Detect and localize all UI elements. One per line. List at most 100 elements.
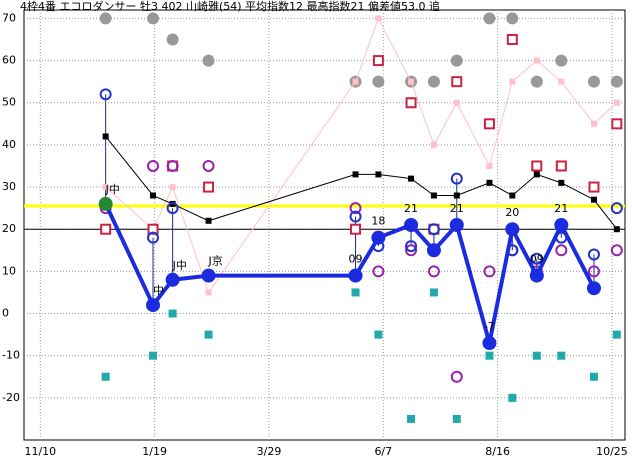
hollow-circle bbox=[427, 223, 440, 236]
race-point bbox=[146, 298, 161, 313]
hollow-square bbox=[203, 181, 215, 193]
point bbox=[375, 15, 382, 22]
plot-frame bbox=[23, 9, 626, 441]
point bbox=[533, 171, 540, 178]
race-point bbox=[426, 243, 441, 258]
point bbox=[453, 192, 460, 199]
y-tick-label: 30 bbox=[2, 180, 16, 193]
hollow-square bbox=[483, 118, 495, 130]
hollow-square bbox=[611, 118, 623, 130]
race-point bbox=[98, 196, 113, 211]
hollow-circle bbox=[610, 244, 623, 257]
point bbox=[558, 78, 565, 85]
y-tick-label: 70 bbox=[2, 11, 16, 24]
point bbox=[533, 57, 540, 64]
x-tick-label: 1/19 bbox=[142, 445, 167, 458]
value-label: 09 bbox=[349, 253, 363, 266]
gray-dot bbox=[555, 54, 568, 67]
race-point bbox=[529, 268, 544, 283]
hollow-square bbox=[100, 223, 112, 235]
hollow-circle bbox=[555, 244, 568, 257]
race-point bbox=[348, 268, 363, 283]
y-tick-label: -10 bbox=[2, 349, 20, 362]
point bbox=[558, 179, 565, 186]
hollow-circle bbox=[147, 159, 160, 172]
hollow-circle bbox=[405, 244, 418, 257]
point bbox=[205, 217, 212, 224]
hollow-square bbox=[506, 34, 518, 46]
hollow-circle bbox=[587, 248, 600, 261]
hollow-circle bbox=[349, 202, 362, 215]
chart-title: 4枠4番 エコロダンサー 牡3 402 山崎雅(54) 平均指数12 最高指数2… bbox=[20, 0, 440, 13]
x-tick-label: 11/10 bbox=[24, 445, 56, 458]
square bbox=[101, 372, 110, 381]
point bbox=[102, 184, 109, 191]
point bbox=[430, 141, 437, 148]
x-tick-label: 8/16 bbox=[485, 445, 510, 458]
gray-dot bbox=[506, 12, 519, 25]
point bbox=[430, 192, 437, 199]
square bbox=[204, 330, 213, 339]
y-tick-label: 0 bbox=[2, 307, 9, 320]
square bbox=[168, 309, 177, 318]
point bbox=[408, 78, 415, 85]
y-tick-label: 50 bbox=[2, 96, 16, 109]
race-point bbox=[201, 268, 216, 283]
hollow-circle bbox=[450, 370, 463, 383]
race-point bbox=[165, 272, 180, 287]
note-label: J京 bbox=[208, 254, 223, 268]
hollow-square bbox=[405, 97, 417, 109]
hollow-circle bbox=[372, 265, 385, 278]
race-point bbox=[586, 281, 601, 296]
hollow-circle bbox=[483, 265, 496, 278]
hollow-circle bbox=[349, 210, 362, 223]
point bbox=[590, 120, 597, 127]
gray-dot bbox=[587, 75, 600, 88]
point bbox=[205, 289, 212, 296]
hollow-circle bbox=[147, 231, 160, 244]
value-label: 18 bbox=[371, 215, 385, 228]
value-label: 21 bbox=[554, 202, 568, 215]
hollow-square bbox=[531, 160, 543, 172]
gray-dot bbox=[427, 75, 440, 88]
value-label: -7 bbox=[484, 320, 495, 333]
hollow-square bbox=[372, 55, 384, 67]
point bbox=[453, 99, 460, 106]
square bbox=[508, 393, 517, 402]
note-label: J中 bbox=[172, 259, 187, 272]
point bbox=[590, 196, 597, 203]
point bbox=[509, 192, 516, 199]
gray-dot bbox=[99, 12, 112, 25]
square bbox=[452, 414, 461, 423]
race-point bbox=[554, 218, 569, 232]
point bbox=[613, 99, 620, 106]
square bbox=[374, 330, 383, 339]
hollow-square bbox=[147, 223, 159, 235]
square bbox=[485, 351, 494, 360]
value-label: 21 bbox=[450, 202, 464, 215]
value-label: 21 bbox=[404, 202, 418, 215]
y-tick-label: 40 bbox=[2, 138, 16, 151]
race-point bbox=[404, 218, 419, 232]
square bbox=[351, 288, 360, 297]
square bbox=[612, 330, 621, 339]
y-tick-label: 60 bbox=[2, 54, 16, 67]
y-tick-label: 10 bbox=[2, 264, 16, 277]
gray-dot bbox=[483, 12, 496, 25]
race-point bbox=[371, 230, 386, 245]
point bbox=[169, 184, 176, 191]
hollow-circle bbox=[450, 172, 463, 185]
hollow-circle bbox=[99, 88, 112, 101]
hollow-square bbox=[451, 76, 463, 88]
gray-dot bbox=[166, 33, 179, 46]
race-point bbox=[505, 222, 520, 237]
hollow-circle bbox=[166, 159, 179, 172]
note-label: J中 bbox=[105, 183, 120, 196]
point bbox=[486, 162, 493, 169]
point bbox=[613, 226, 620, 233]
gray-dot bbox=[202, 54, 215, 67]
point bbox=[102, 133, 109, 140]
square bbox=[557, 351, 566, 360]
hollow-circle bbox=[587, 265, 600, 278]
